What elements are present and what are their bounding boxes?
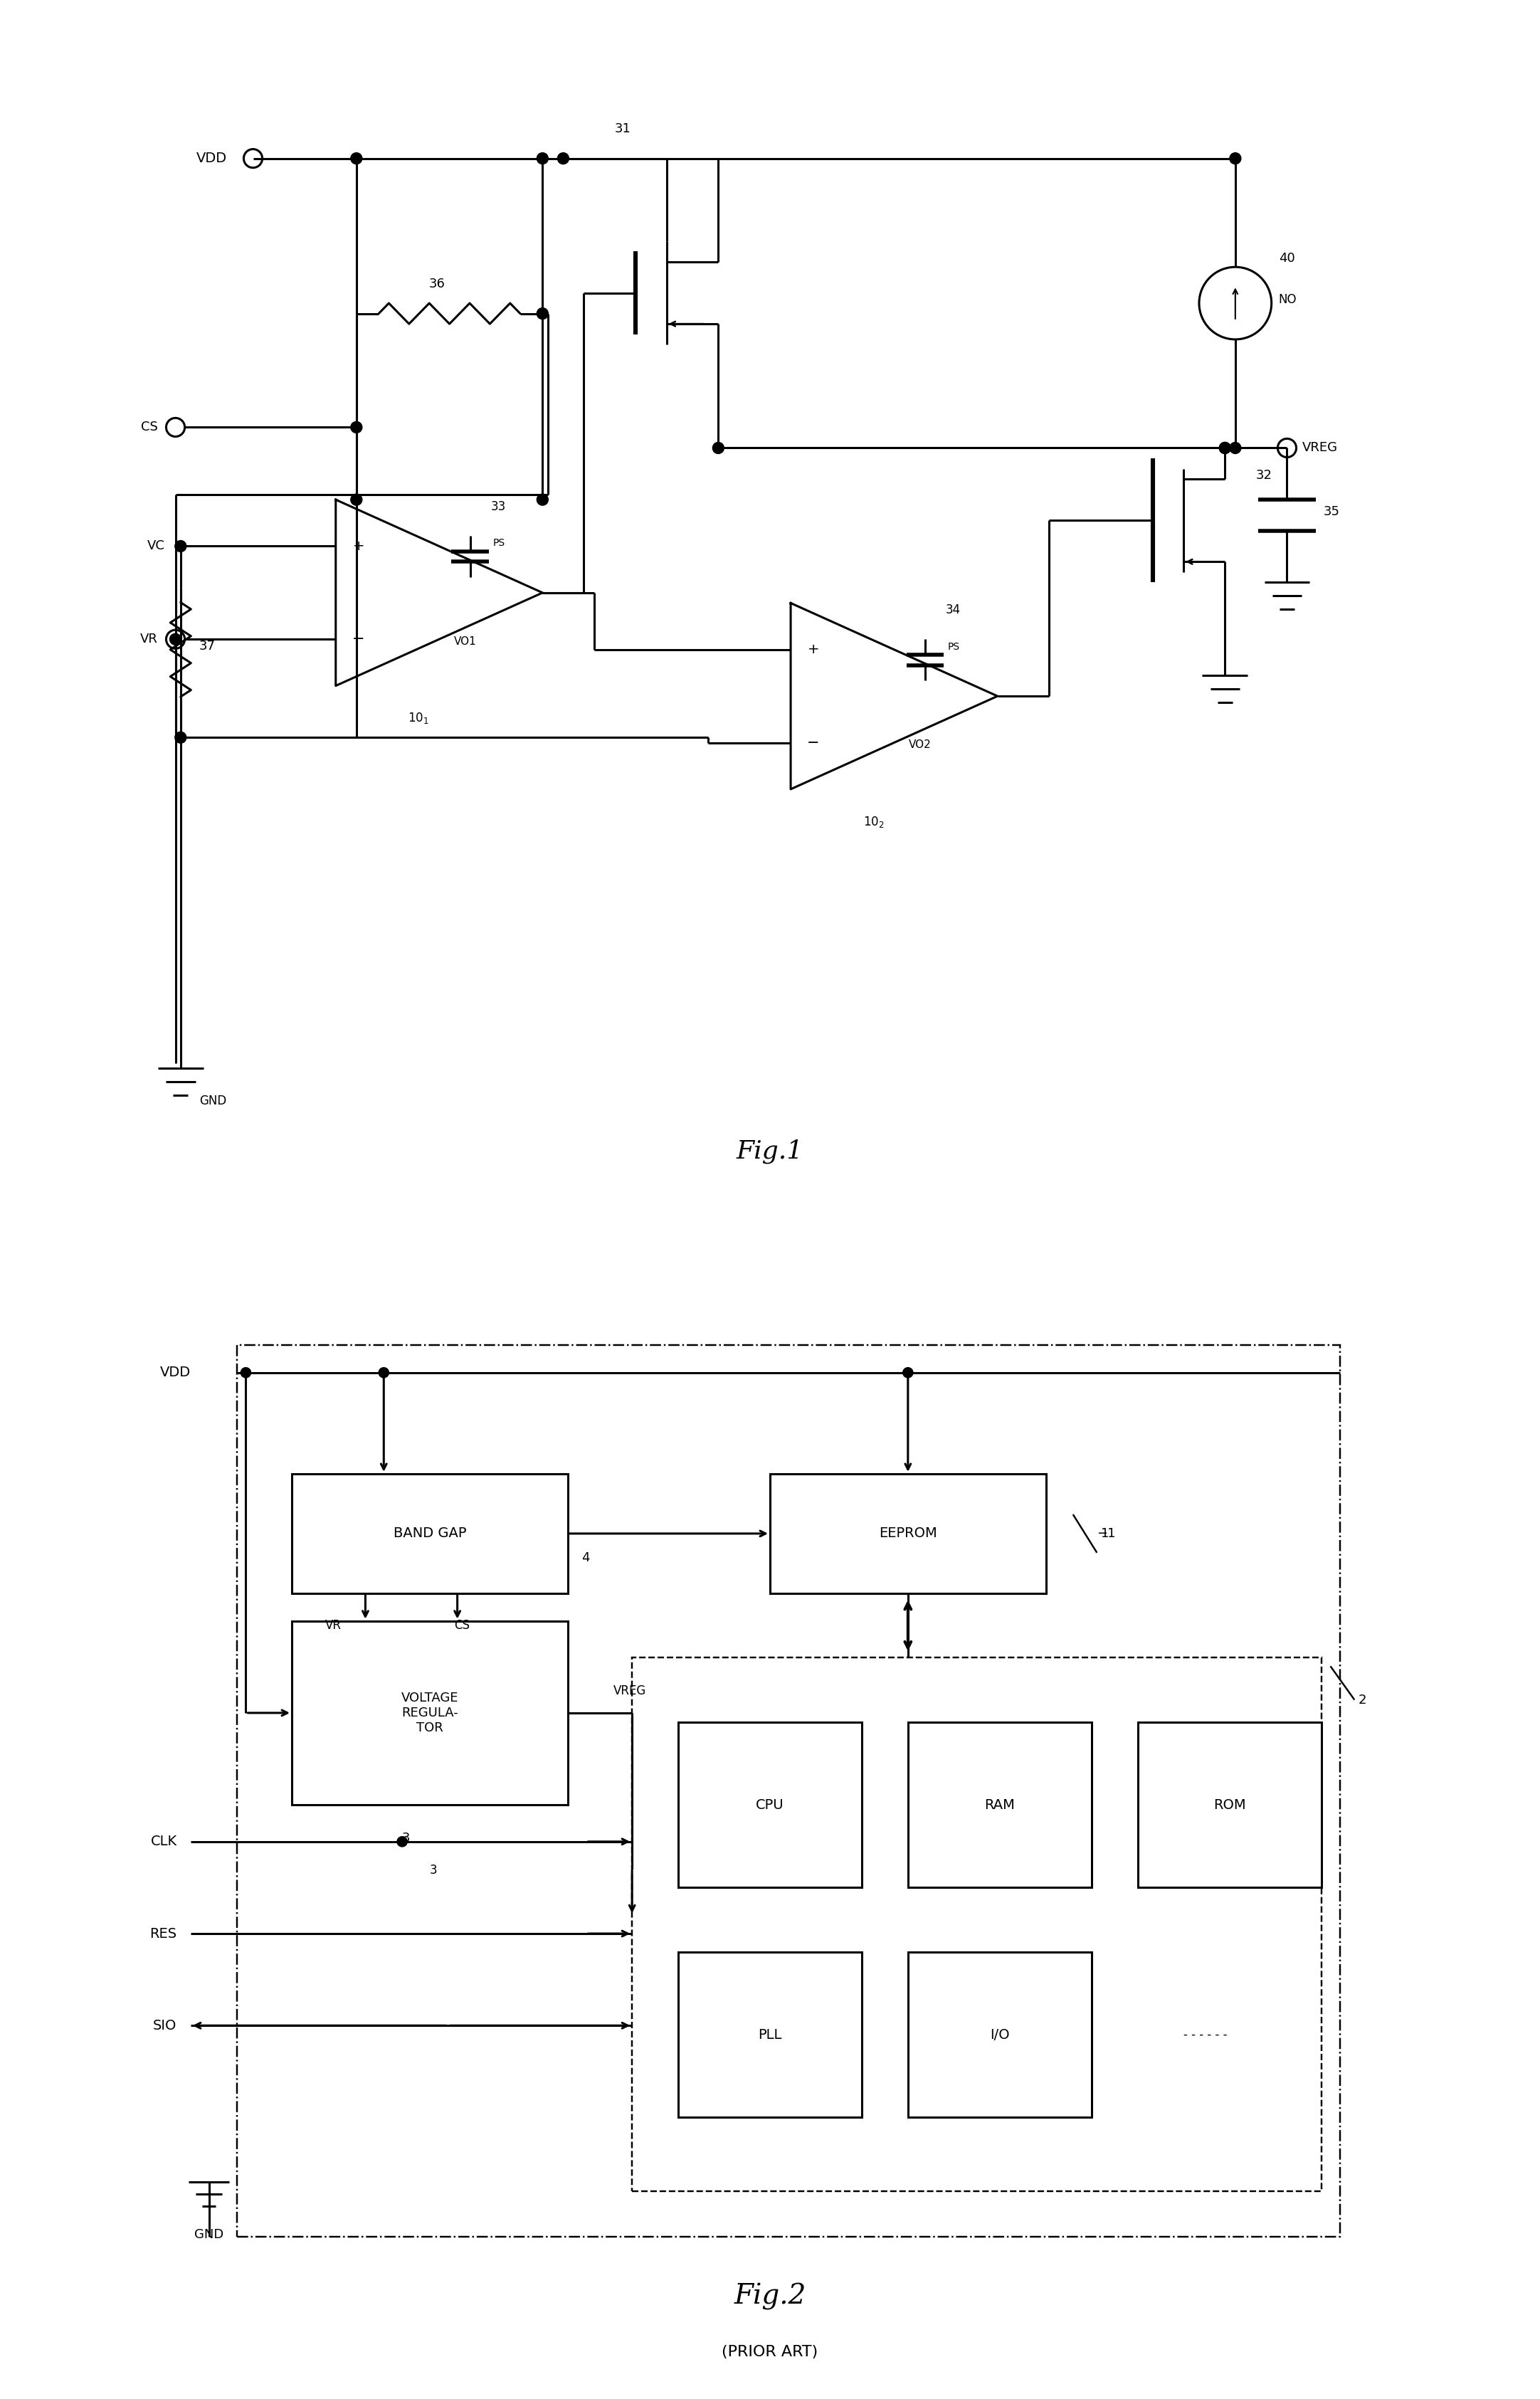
Text: VREG: VREG — [613, 1684, 647, 1698]
Circle shape — [537, 307, 548, 319]
Text: 3: 3 — [430, 1864, 437, 1876]
Circle shape — [902, 1367, 913, 1377]
Circle shape — [557, 154, 568, 163]
Bar — [1138, 1722, 1321, 1888]
Circle shape — [537, 494, 548, 506]
Text: 36: 36 — [428, 278, 445, 290]
Text: 33: 33 — [491, 499, 507, 513]
Text: I/O: I/O — [990, 2027, 1010, 2042]
Text: VREG: VREG — [1303, 441, 1338, 453]
Text: 2: 2 — [1358, 1694, 1366, 1706]
Text: −: − — [807, 736, 819, 751]
Circle shape — [169, 633, 182, 645]
Bar — [631, 1658, 1321, 2190]
Text: $10_2$: $10_2$ — [862, 816, 884, 830]
Text: CLK: CLK — [151, 1835, 177, 1847]
Circle shape — [1229, 154, 1241, 163]
Text: VR: VR — [325, 1619, 342, 1631]
Text: VDD: VDD — [197, 151, 226, 166]
Text: - - - - - -: - - - - - - — [1184, 2027, 1227, 2042]
Text: (PRIOR ART): (PRIOR ART) — [722, 2344, 818, 2358]
Circle shape — [240, 1367, 251, 1377]
Text: VO1: VO1 — [454, 636, 476, 648]
Text: $10_1$: $10_1$ — [408, 710, 430, 724]
Circle shape — [537, 154, 548, 163]
Bar — [770, 1473, 1046, 1593]
Text: GND: GND — [194, 2229, 223, 2241]
Circle shape — [1220, 441, 1230, 453]
Text: ROM: ROM — [1214, 1799, 1246, 1811]
Text: RAM: RAM — [984, 1799, 1015, 1811]
Circle shape — [176, 732, 186, 744]
Bar — [291, 1473, 568, 1593]
Circle shape — [1229, 441, 1241, 453]
Text: Fig.2: Fig.2 — [735, 2284, 805, 2310]
Text: NO: NO — [1278, 293, 1297, 307]
Bar — [237, 1346, 1340, 2236]
Text: EEPROM: EEPROM — [879, 1526, 936, 1540]
Circle shape — [176, 540, 186, 552]
Text: CS: CS — [140, 420, 159, 434]
Text: PLL: PLL — [758, 2027, 782, 2042]
Text: SIO: SIO — [152, 2020, 177, 2032]
Circle shape — [379, 1367, 388, 1377]
Text: VC: VC — [148, 540, 165, 552]
Bar — [678, 1722, 862, 1888]
Circle shape — [1220, 441, 1230, 453]
Text: 34: 34 — [946, 605, 961, 617]
Bar — [909, 1953, 1092, 2118]
Text: 3: 3 — [402, 1833, 410, 1845]
Bar — [291, 1622, 568, 1804]
Text: VR: VR — [140, 633, 159, 645]
Circle shape — [397, 1838, 407, 1847]
Text: PS: PS — [493, 537, 505, 549]
Text: CS: CS — [454, 1619, 470, 1631]
Text: PS: PS — [947, 643, 959, 653]
Text: −1: −1 — [1096, 1528, 1115, 1540]
Circle shape — [713, 441, 724, 453]
Text: CPU: CPU — [756, 1799, 784, 1811]
Text: 4: 4 — [582, 1552, 590, 1564]
Text: VOLTAGE
REGULA-
TOR: VOLTAGE REGULA- TOR — [400, 1691, 459, 1734]
Text: 1: 1 — [1101, 1528, 1109, 1540]
Text: +: + — [353, 540, 365, 552]
Circle shape — [351, 154, 362, 163]
Text: VO2: VO2 — [909, 739, 932, 751]
Bar — [678, 1953, 862, 2118]
Bar — [909, 1722, 1092, 1888]
Text: 37: 37 — [199, 641, 216, 653]
Text: GND: GND — [199, 1094, 226, 1108]
Circle shape — [351, 422, 362, 432]
Text: 35: 35 — [1323, 506, 1340, 518]
Text: 31: 31 — [614, 122, 631, 134]
Text: 32: 32 — [1257, 470, 1272, 482]
Text: Fig.1: Fig.1 — [736, 1140, 804, 1164]
Circle shape — [351, 494, 362, 506]
Text: BAND GAP: BAND GAP — [393, 1526, 467, 1540]
Text: −: − — [353, 631, 365, 645]
Text: VDD: VDD — [160, 1365, 191, 1379]
Text: RES: RES — [149, 1926, 177, 1941]
Text: +: + — [807, 643, 819, 657]
Text: 40: 40 — [1278, 252, 1295, 264]
